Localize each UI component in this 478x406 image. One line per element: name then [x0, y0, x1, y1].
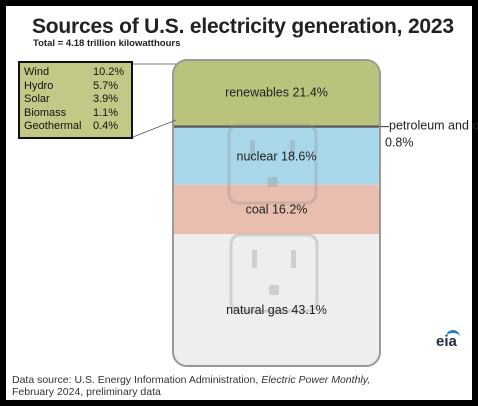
segment-petroleum-and-other — [173, 125, 380, 128]
socket-slot-left — [250, 140, 255, 158]
legend-connector-bottom — [132, 119, 177, 138]
socket-ground — [267, 177, 278, 187]
legend-name: Biomass — [24, 106, 67, 119]
label-natural-gas: natural gas 43.1% — [226, 303, 327, 317]
legend-name: Wind — [24, 66, 50, 78]
legend-value: 3.9% — [93, 93, 119, 106]
segment-renewables — [173, 60, 380, 126]
socket-2 — [229, 233, 319, 313]
legend-row-hydro: Hydro 5.7% — [24, 80, 127, 94]
socket-slot-left — [252, 250, 257, 268]
legend-value: 0.4% — [93, 120, 119, 133]
legend-value: 5.7% — [93, 79, 119, 92]
legend-name: Geothermal — [24, 120, 82, 133]
segment-nuclear — [173, 127, 380, 185]
label-nuclear: nuclear 18.6% — [237, 149, 317, 163]
legend-name: Solar — [24, 93, 50, 106]
chart-title: Sources of U.S. electricity generation, … — [32, 15, 454, 38]
outlet-decoration — [227, 123, 319, 313]
segment-natural-gas — [173, 234, 380, 366]
eia-logo-arc — [446, 330, 460, 340]
legend-row-solar: Solar 3.9% — [24, 93, 127, 107]
source-suffix: February 2024, preliminary data — [12, 386, 161, 398]
socket-ground — [269, 285, 279, 295]
segment-coal — [173, 184, 380, 235]
eia-logo: eia — [436, 333, 457, 350]
legend-row-wind: Wind 10.2% — [24, 66, 127, 80]
source-publication: Electric Power Monthly, — [261, 374, 371, 386]
label-coal: coal 16.2% — [246, 202, 308, 216]
chart-subtitle: Total = 4.18 trillion kilowatthours — [33, 38, 181, 49]
label-petroleum-and-other: petroleum and other0.8% — [385, 119, 478, 150]
legend-name: Hydro — [24, 79, 54, 92]
legend-value: 1.1% — [93, 106, 119, 119]
label-renewables: renewables 21.4% — [225, 86, 328, 100]
outlet-plate — [172, 59, 381, 367]
socket-slot-right — [290, 140, 295, 158]
socket-1 — [227, 123, 318, 205]
data-source-note: Data source: U.S. Energy Information Adm… — [12, 374, 370, 398]
source-prefix: Data source: U.S. Energy Information Adm… — [12, 374, 259, 386]
legend-row-geothermal: Geothermal 0.4% — [24, 120, 127, 134]
renewables-breakdown-legend: Wind 10.2% Hydro 5.7% Solar 3.9% Biomass 1.1% Ge… — [18, 61, 133, 139]
socket-slot-right — [291, 250, 296, 268]
legend-row-biomass: Biomass 1.1% — [24, 107, 127, 121]
legend-value: 10.2% — [93, 66, 125, 78]
